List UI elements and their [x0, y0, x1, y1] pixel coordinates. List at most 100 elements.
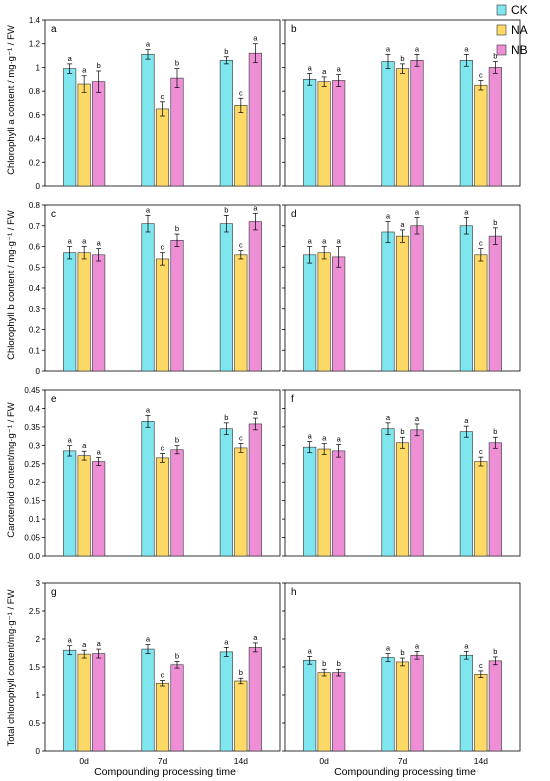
bar-na: [474, 254, 488, 372]
x-tick-label: 14d: [234, 756, 248, 766]
bar-na: [155, 457, 170, 557]
bar-na: [234, 105, 248, 187]
bar-ck: [381, 428, 395, 557]
bar-nb: [410, 225, 424, 372]
y-axis-label-row-3: Carotenoid content/mg·g⁻¹ / FW: [6, 402, 17, 537]
bar-nb: [92, 254, 106, 372]
legend-label-ck: CK: [511, 3, 528, 17]
y-tick-label: 0: [36, 182, 41, 191]
significance-letter: b: [493, 427, 497, 436]
legend-swatch-ck: [496, 4, 507, 16]
significance-letter: b: [400, 648, 404, 657]
significance-letter: a: [322, 237, 327, 246]
bar-ck: [63, 252, 77, 372]
bar-ck: [141, 223, 155, 372]
panel-letter: a: [51, 24, 57, 35]
significance-letter: a: [464, 207, 469, 216]
bar-ck: [141, 54, 155, 187]
significance-letter: a: [415, 44, 420, 53]
significance-letter: a: [82, 441, 87, 450]
significance-letter: b: [175, 651, 179, 660]
y-tick-label: 0.5: [29, 719, 41, 728]
x-axis-label-right: Compounding processing time: [334, 766, 476, 778]
y-tick-label: 0.2: [29, 478, 41, 487]
bar-nb: [488, 442, 502, 557]
y-tick-label: 0: [36, 747, 41, 756]
x-tick-label: 0d: [79, 756, 89, 766]
y-tick-label: 0.4: [29, 404, 41, 413]
bar-nb: [488, 67, 502, 187]
x-tick-label: 7d: [158, 756, 168, 766]
significance-letter: a: [415, 414, 420, 423]
significance-letter: c: [479, 447, 483, 456]
significance-letter: a: [337, 237, 342, 246]
x-axis-label-left: Compounding processing time: [94, 766, 236, 778]
y-tick-label: 0.0: [29, 552, 41, 561]
significance-letter: a: [146, 205, 151, 214]
significance-letter: a: [97, 448, 102, 457]
significance-letter: a: [253, 34, 258, 43]
bar-na: [395, 235, 410, 372]
significance-letter: a: [97, 639, 102, 648]
bar-na: [474, 673, 488, 752]
significance-letter: b: [400, 54, 404, 63]
significance-letter: b: [175, 224, 179, 233]
y-tick-label: 0.8: [29, 87, 41, 96]
panel-letter: e: [51, 394, 57, 405]
y-tick-label: 2: [36, 635, 41, 644]
significance-letter: b: [175, 436, 179, 445]
significance-letter: a: [68, 237, 73, 246]
significance-letter: a: [97, 239, 102, 248]
bar-na: [395, 68, 410, 187]
bar-ck: [63, 450, 77, 557]
panel-letter: d: [291, 209, 297, 220]
bar-ck: [303, 254, 317, 372]
bar-na: [474, 84, 488, 187]
significance-letter: a: [337, 435, 342, 444]
bar-ck: [303, 446, 317, 557]
bar-na: [155, 258, 170, 372]
significance-letter: b: [400, 427, 404, 436]
x-tick-label: 7d: [398, 756, 408, 766]
bar-ck: [459, 60, 473, 187]
bar-nb: [170, 449, 184, 557]
bar-nb: [410, 654, 424, 752]
bar-nb: [332, 450, 346, 557]
significance-letter: a: [82, 237, 87, 246]
bar-ck: [459, 431, 473, 557]
significance-letter: c: [161, 243, 165, 252]
bar-na: [317, 252, 331, 372]
bar-nb: [410, 60, 424, 187]
significance-letter: c: [161, 670, 165, 679]
bar-nb: [410, 429, 424, 557]
significance-letter: b: [493, 218, 497, 227]
significance-letter: a: [308, 646, 313, 655]
significance-letter: b: [493, 52, 497, 61]
bar-na: [155, 682, 170, 752]
y-tick-label: 2.5: [29, 607, 41, 616]
significance-letter: c: [239, 433, 243, 442]
bar-ck: [219, 428, 233, 557]
panel-letter: h: [291, 587, 297, 598]
y-axis-label-row-1: Chlorophyll a content / mg·g⁻¹ / FW: [6, 25, 17, 175]
y-tick-label: 0.4: [29, 135, 41, 144]
significance-letter: a: [253, 203, 258, 212]
y-tick-label: 1: [36, 63, 41, 72]
bar-ck: [303, 659, 317, 752]
y-tick-label: 0.2: [29, 158, 41, 167]
bar-nb: [170, 664, 184, 752]
x-tick-label: 0d: [319, 756, 329, 766]
y-tick-label: 1.2: [29, 40, 41, 49]
panel-letter: c: [51, 209, 56, 220]
bar-nb: [170, 239, 184, 372]
significance-letter: b: [493, 647, 497, 656]
significance-letter: a: [464, 44, 469, 53]
y-tick-label: 0.1: [29, 346, 41, 355]
significance-letter: b: [175, 59, 179, 68]
significance-letter: b: [97, 61, 101, 70]
